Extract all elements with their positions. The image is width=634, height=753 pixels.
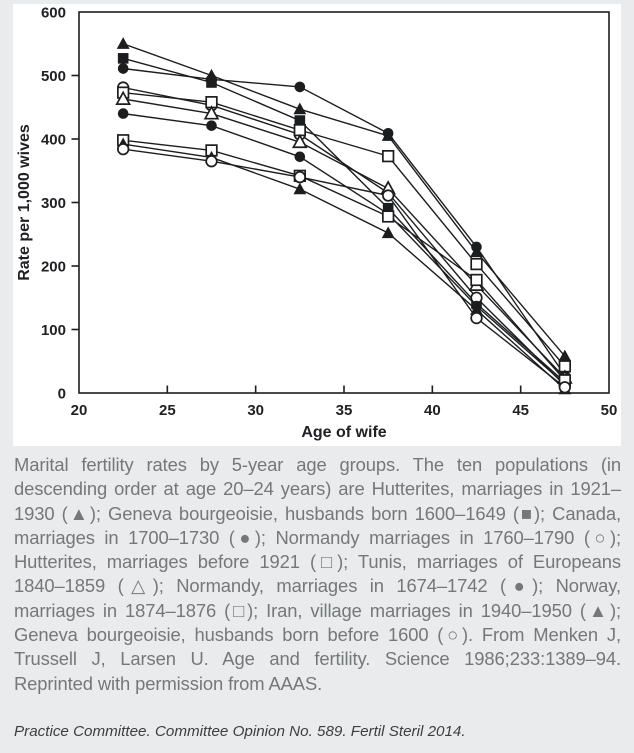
marker-filled-circle-normandy-1674-1742 (206, 120, 217, 131)
series-line-hutterites-before-1921 (123, 91, 566, 367)
marker-filled-circle-normandy-1674-1742 (117, 108, 129, 119)
y-tick-label: 600 (41, 5, 66, 22)
plot-frame (78, 11, 610, 394)
marker-filled-circle-canada-1700-1730 (471, 241, 482, 253)
x-tick-label: 40 (424, 402, 441, 419)
x-axis-title: Age of wife (301, 424, 386, 441)
marker-filled-circle-normandy-1674-1742 (294, 151, 306, 163)
marker-filled-triangle-iran-village-1940-1950 (470, 303, 483, 315)
series-line-tunis-europeans-1840-1859 (123, 98, 566, 379)
marker-filled-triangle-iran-village-1940-1950 (381, 226, 395, 239)
marker-open-triangle-tunis-europeans-1840-1859 (203, 105, 220, 120)
source-citation: Practice Committee. Committee Opinion No… (14, 723, 466, 740)
marker-open-square-norway-1874-1876 (382, 210, 395, 223)
series-line-canada-1700-1730 (123, 67, 566, 376)
y-tick-label: 100 (41, 322, 66, 339)
marker-open-circle-geneva-before-1600 (117, 143, 130, 156)
y-axis-title: Rate per 1,000 wives (16, 124, 33, 281)
marker-open-square-norway-1874-1876 (470, 273, 483, 287)
marker-open-circle-geneva-before-1600 (293, 170, 306, 184)
x-tick-label: 30 (247, 402, 264, 419)
marker-open-circle-geneva-before-1600 (470, 311, 483, 325)
marker-open-triangle-tunis-europeans-1840-1859 (115, 90, 132, 105)
marker-filled-circle-canada-1700-1730 (382, 127, 394, 139)
series-line-hutterites-1921-1930 (122, 43, 566, 357)
marker-open-circle-geneva-before-1600 (558, 381, 571, 394)
series-line-geneva-1600-1649 (122, 57, 566, 383)
x-tick-label: 20 (71, 402, 88, 419)
marker-open-triangle-tunis-europeans-1840-1859 (291, 133, 308, 149)
marker-filled-triangle-hutterites-1921-1930 (116, 37, 130, 49)
series-line-normandy-1674-1742 (123, 112, 566, 385)
series-line-geneva-before-1600 (123, 148, 566, 388)
x-tick-label: 25 (159, 402, 176, 419)
marker-filled-circle-canada-1700-1730 (294, 81, 306, 93)
chart-panel: 0 100 200 300 400 500 600 20 25 30 35 40 45 50 Age of … (13, 4, 621, 446)
x-tick-label: 45 (512, 402, 529, 419)
x-tick-label: 35 (336, 402, 353, 419)
marker-open-square-hutterites-before-1921 (470, 257, 483, 271)
y-tick-label: 300 (41, 195, 66, 212)
marker-filled-square-geneva-1600-1649 (294, 115, 306, 126)
marker-open-square-hutterites-before-1921 (382, 149, 395, 163)
marker-filled-circle-canada-1700-1730 (117, 63, 129, 74)
marker-filled-circle-canada-1700-1730 (206, 74, 217, 85)
y-tick-label: 0 (58, 386, 66, 403)
series-line-norway-1874-1876 (123, 139, 566, 381)
y-tick-label: 200 (41, 259, 66, 276)
series-line-normandy-1760-1790 (123, 86, 566, 386)
fertility-chart-svg: 0 100 200 300 400 500 600 20 25 30 35 40 45 50 Age of … (16, 5, 618, 442)
marker-open-circle-geneva-before-1600 (382, 189, 395, 202)
y-tick-label: 500 (41, 68, 66, 85)
marker-filled-square-geneva-1600-1649 (382, 202, 394, 214)
y-tick-label: 400 (41, 132, 66, 149)
x-tick-label: 50 (601, 402, 618, 419)
series-line-iran-village-1940-1950 (123, 143, 566, 390)
marker-filled-square-geneva-1600-1649 (117, 53, 129, 64)
figure-caption: Marital fertility rates by 5-year age gr… (14, 454, 621, 694)
marker-open-circle-geneva-before-1600 (205, 155, 218, 168)
marker-filled-triangle-iran-village-1940-1950 (293, 182, 307, 195)
marker-filled-triangle-hutterites-1921-1930 (558, 349, 572, 362)
marker-filled-triangle-hutterites-1921-1930 (293, 102, 307, 115)
